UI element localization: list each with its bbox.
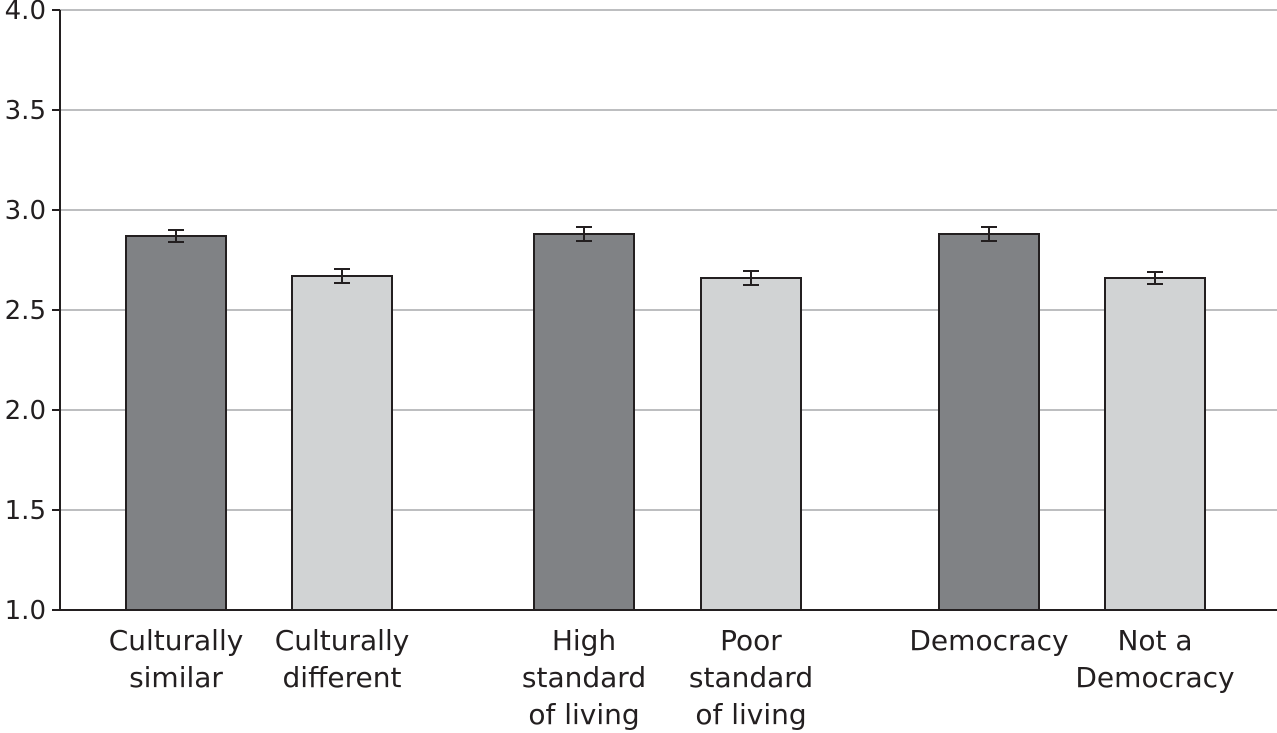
y-tick-label: 2.0 bbox=[5, 396, 46, 426]
category-label: High standard of living bbox=[522, 624, 646, 731]
error-bars bbox=[168, 226, 1163, 286]
category-label-line: of living bbox=[695, 698, 806, 731]
y-tick-label: 1.5 bbox=[5, 496, 46, 526]
category-label: Poor standard of living bbox=[689, 624, 813, 731]
y-tick-label: 4.0 bbox=[5, 0, 46, 26]
category-label: Not a Democracy bbox=[1075, 624, 1234, 694]
error-bar bbox=[334, 268, 350, 284]
bar bbox=[125, 235, 227, 611]
category-label: Culturally similar bbox=[109, 624, 244, 694]
category-label-line: Democracy bbox=[1075, 661, 1234, 694]
category-label-line: Democracy bbox=[909, 624, 1068, 657]
gridlines bbox=[60, 9, 1277, 511]
bar bbox=[1104, 277, 1206, 611]
category-label-line: Poor bbox=[720, 624, 782, 657]
error-bar bbox=[743, 270, 759, 286]
category-label-line: similar bbox=[129, 661, 223, 694]
category-label-line: standard bbox=[522, 661, 646, 694]
category-label-line: of living bbox=[528, 698, 639, 731]
y-tick-label: 3.0 bbox=[5, 196, 46, 226]
category-label-line: Culturally bbox=[275, 624, 410, 657]
error-bar bbox=[168, 229, 184, 243]
error-bar bbox=[576, 226, 592, 242]
y-tick-label: 3.5 bbox=[5, 96, 46, 126]
axes bbox=[52, 9, 1277, 611]
bar bbox=[700, 277, 802, 611]
error-bar bbox=[1147, 271, 1163, 285]
bars bbox=[125, 233, 1206, 611]
y-tick-label: 1.0 bbox=[5, 596, 46, 626]
category-label-line: Not a bbox=[1117, 624, 1192, 657]
category-label: Democracy bbox=[909, 624, 1068, 657]
bar bbox=[291, 275, 393, 611]
category-label-line: High bbox=[552, 624, 616, 657]
error-bar bbox=[981, 226, 997, 242]
category-label-line: standard bbox=[689, 661, 813, 694]
category-label: Culturally different bbox=[275, 624, 410, 694]
y-tick-label: 2.5 bbox=[5, 296, 46, 326]
bar bbox=[938, 233, 1040, 611]
category-label-line: different bbox=[283, 661, 402, 694]
bar bbox=[533, 233, 635, 611]
category-label-line: Culturally bbox=[109, 624, 244, 657]
